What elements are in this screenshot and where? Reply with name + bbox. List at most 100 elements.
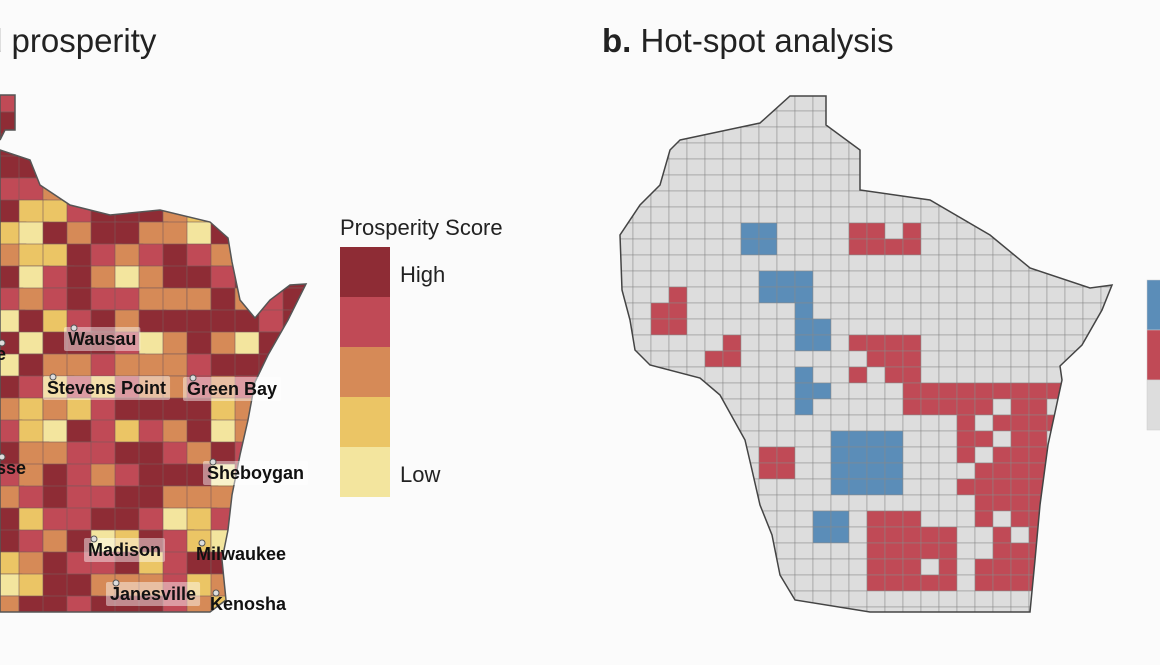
tract-cell (1100, 96, 1112, 112)
tract-cell (920, 574, 940, 592)
tract-cell (1119, 559, 1137, 575)
tract-cell (704, 574, 724, 592)
county-cell (234, 419, 267, 444)
county-cell (66, 353, 96, 381)
tract-cell (776, 110, 796, 128)
tract-cell (668, 414, 688, 432)
city-label-background (203, 461, 309, 485)
tract-cell (722, 142, 742, 160)
legend-swatch (340, 247, 390, 297)
tract-cell (704, 286, 724, 304)
county-cell (258, 243, 288, 267)
county-cell (307, 398, 332, 425)
tract-cell (776, 366, 796, 384)
tract-cell (974, 270, 994, 288)
county-cell (186, 177, 214, 203)
tract-cell (992, 206, 1012, 224)
tract-cell (1064, 334, 1084, 352)
tract-cell (884, 286, 904, 304)
tract-cell (722, 96, 742, 112)
tract-cell (794, 542, 814, 560)
county-cell (210, 243, 239, 267)
tract-cell (650, 462, 670, 480)
tract-cell (722, 478, 742, 496)
county-cell (114, 177, 145, 203)
tract-cell (650, 606, 670, 612)
county-cell (90, 133, 122, 160)
tract-cell (884, 334, 904, 352)
tract-cell (956, 350, 976, 368)
tract-cell (632, 366, 652, 384)
tract-cell (776, 254, 796, 272)
tract-cell (1010, 398, 1030, 416)
tract-cell (974, 606, 994, 612)
tract-cell (1010, 270, 1030, 288)
tract-cell (1100, 494, 1112, 512)
tract-cell (938, 382, 958, 400)
tract-cell (1046, 318, 1066, 336)
tract-cell (866, 222, 886, 240)
tract-cell (902, 334, 922, 352)
tract-cell (794, 286, 814, 304)
tract-cell (740, 414, 760, 432)
tract-cell (704, 142, 724, 160)
tract-cell (902, 462, 922, 480)
tract-cell (866, 318, 886, 336)
tract-cell (650, 350, 670, 368)
tract-cell (650, 96, 670, 112)
tract-cell (992, 558, 1012, 576)
tract-cell (938, 270, 958, 288)
tract-cell (794, 142, 814, 160)
tract-cell (620, 110, 634, 128)
city-label: Sheboygan (207, 463, 304, 483)
tract-cell (812, 382, 832, 400)
county-cell (162, 95, 195, 118)
tract-cell (1119, 383, 1137, 399)
tract-cell (740, 542, 760, 560)
tract-cell (722, 158, 742, 176)
tract-cell (956, 526, 976, 544)
tract-cell (1082, 590, 1102, 608)
county-cell (234, 111, 266, 140)
tract-cell (920, 606, 940, 612)
tract-cell (974, 96, 994, 112)
tract-cell (848, 222, 868, 240)
tract-cell (758, 558, 778, 576)
tract-cell (776, 286, 796, 304)
tract-cell (902, 366, 922, 384)
tract-cell (884, 174, 904, 192)
tract-cell (686, 574, 706, 592)
county-cell (114, 111, 145, 138)
tract-cell (1082, 558, 1102, 576)
tract-cell (686, 558, 706, 576)
tract-cell (668, 142, 688, 160)
tract-cell (974, 542, 994, 560)
tract-cell (992, 142, 1012, 160)
tract-cell (758, 366, 778, 384)
tract-cell (1046, 574, 1066, 592)
tract-cell (1119, 159, 1137, 175)
tract-cell (650, 190, 670, 208)
tract-cell (686, 318, 706, 336)
tract-cell (884, 510, 904, 528)
county-cell (138, 309, 167, 335)
tract-cell (812, 350, 832, 368)
tract-cell (740, 96, 760, 112)
tract-cell (920, 542, 940, 560)
tract-cell (812, 574, 832, 592)
tract-cell (830, 606, 850, 612)
tract-cell (992, 542, 1012, 560)
tract-cell (620, 222, 634, 240)
county-cell (138, 463, 165, 489)
legend-swatch (340, 447, 390, 497)
county-cell (258, 133, 290, 157)
tract-cell (686, 96, 706, 112)
county-cell (114, 485, 143, 512)
tract-cell (902, 110, 922, 128)
tract-cell (1028, 302, 1048, 320)
tract-cell (668, 350, 688, 368)
tract-cell (668, 110, 688, 128)
county-cell (210, 177, 241, 201)
tract-cell (1064, 142, 1084, 160)
tract-cell (1119, 607, 1137, 623)
